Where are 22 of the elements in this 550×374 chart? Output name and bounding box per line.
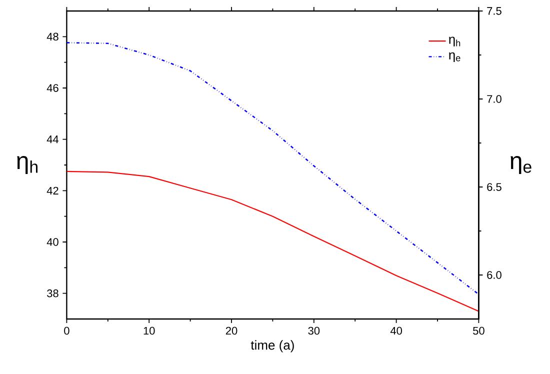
x-tick-label: 30 [308, 326, 320, 335]
y-tick-label: 44 [46, 136, 59, 144]
y2-tick-label: 7.5 [487, 7, 502, 15]
x-tick-label: 40 [390, 326, 402, 335]
y2-axis-title: η$_{e}$ [510, 156, 532, 174]
y2-tick-label: 6.0 [487, 271, 502, 279]
x-tick-label: 20 [226, 326, 238, 335]
y-tick-label: 42 [46, 186, 58, 195]
x-axis-title: time (a) [250, 340, 294, 352]
y-tick-label: 46 [46, 84, 58, 92]
y2-tick-label: 6.5 [487, 183, 502, 191]
y2-tick-label: 7.0 [487, 95, 502, 103]
y-tick-label: 48 [46, 32, 58, 41]
x-tick-label: 50 [473, 326, 484, 335]
y-axis-title: η$_{h}$ [17, 156, 38, 174]
x-tick-label: 10 [144, 326, 155, 335]
line-series [66, 170, 479, 312]
x-tick-label: 0 [64, 326, 70, 335]
legend-label: η$_{h}$ [449, 36, 460, 46]
y-tick-label: 38 [47, 289, 58, 298]
legend-label: η$_{e}$ [449, 52, 460, 62]
y-tick-label: 40 [46, 238, 58, 246]
